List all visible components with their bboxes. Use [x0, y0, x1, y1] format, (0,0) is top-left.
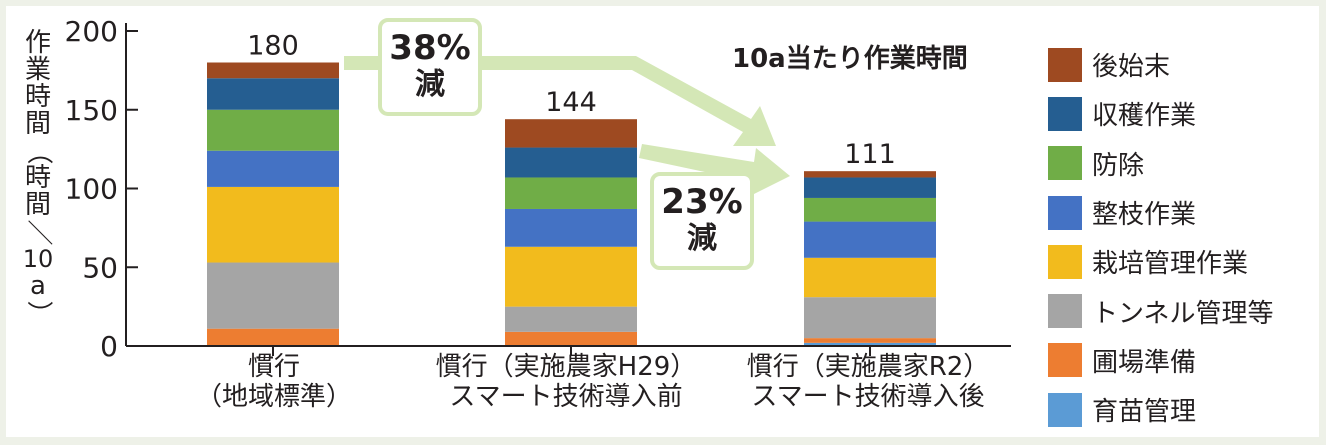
y-axis-label-char: 時 [24, 82, 51, 112]
bar-total-2: 144 [545, 87, 597, 118]
reduction-word-23: 減 [687, 221, 717, 256]
y-tick-label-200: 200 [65, 15, 118, 48]
legend-label: 収穫作業 [1092, 101, 1197, 132]
x-label-1-line1: 慣行 [247, 352, 300, 382]
bar-segment-1-3 [207, 262, 339, 329]
legend-swatch [1048, 96, 1082, 131]
legend-swatch [1048, 195, 1082, 230]
y-axis-label-char: 間 [24, 109, 51, 139]
legend-label: 後始末 [1092, 52, 1171, 83]
chart-title: 10a当たり作業時間 [732, 44, 968, 74]
legend-swatch [1048, 244, 1082, 279]
y-axis-label-char: ／ [23, 219, 54, 246]
legend-item: 整枝作業 [1048, 188, 1273, 237]
reduction-pct-23: 23% [661, 182, 743, 222]
y-tick-label-0: 0 [100, 330, 118, 363]
x-label-2-line2: スマート技術導入前 [449, 382, 683, 412]
legend-label: トンネル管理等 [1092, 298, 1274, 329]
y-axis-label-char: 時 [24, 163, 51, 193]
legend-item: 育苗管理 [1048, 385, 1273, 434]
bar-total-3: 111 [844, 139, 896, 170]
legend-swatch [1048, 343, 1082, 378]
y-axis-label-char: （ [23, 138, 54, 165]
bar-segment-3-6 [804, 197, 936, 222]
bar-segment-1-7 [207, 78, 339, 110]
bar-segment-2-5 [505, 208, 637, 247]
y-axis-label-char: 10 [22, 245, 54, 273]
reduction-pct-38: 38% [389, 28, 471, 68]
legend-item: トンネル管理等 [1048, 286, 1273, 335]
y-axis-label-char: 業 [24, 55, 51, 85]
x-label-2: 慣行（実施農家H29） スマート技術導入前 [406, 352, 726, 412]
x-label-3: 慣行（実施農家R2） スマート技術導入後 [718, 352, 1018, 412]
x-label-3-line1: 慣行（実施農家R2） [746, 352, 990, 382]
legend-label: 圃場準備 [1092, 347, 1197, 378]
chart-plot: 180 144 111 0 50 100 150 200 [65, 15, 1011, 363]
bar-segment-2-2 [505, 331, 637, 346]
y-axis-label-char: 間 [24, 190, 51, 220]
reduction-callout-38: 38% 減 [378, 18, 482, 116]
bar-segment-2-4 [505, 246, 637, 307]
legend-swatch [1048, 146, 1082, 181]
legend-label: 防除 [1092, 150, 1145, 181]
bar-segment-1-4 [207, 186, 339, 263]
legend-item: 圃場準備 [1048, 336, 1273, 385]
bar-segment-1-6 [207, 109, 339, 151]
bar-segment-1-8 [207, 62, 339, 79]
bar-segment-3-7 [804, 177, 936, 198]
bar-segment-3-2 [804, 338, 936, 343]
x-label-1: 慣行 （地域標準） [184, 352, 364, 412]
y-axis-label-char: ） [23, 300, 54, 327]
bar-segment-1-5 [207, 150, 339, 187]
y-tick-label-100: 100 [65, 173, 118, 206]
y-axis-label-char: a [30, 271, 46, 301]
bar-segment-3-4 [804, 257, 936, 298]
bar-segment-2-8 [505, 119, 637, 148]
bar-segment-2-6 [505, 177, 637, 209]
reduction-callout-23: 23% 減 [650, 172, 754, 270]
bar-total-1: 180 [247, 31, 299, 62]
bar-segment-3-3 [804, 297, 936, 339]
x-label-1-line2: （地域標準） [195, 382, 352, 412]
legend-item: 後始末 [1048, 40, 1273, 89]
reduction-arrow-38 [344, 56, 776, 146]
reduction-word-38: 減 [415, 67, 445, 102]
bar-segment-1-2 [207, 328, 339, 346]
legend-item: 防除 [1048, 139, 1273, 188]
legend-swatch [1048, 392, 1082, 427]
y-tick-label-50: 50 [82, 251, 118, 284]
bar-segment-3-8 [804, 171, 936, 178]
chart-frame: 180 144 111 0 50 100 150 200 作業時間（時間／ 10 a） 10a当た… [6, 6, 1319, 437]
legend-swatch [1048, 294, 1082, 329]
legend-swatch [1048, 47, 1082, 82]
x-label-2-line1: 慣行（実施農家H29） [435, 352, 697, 382]
legend-label: 整枝作業 [1092, 200, 1197, 231]
y-axis-label-char: 作 [24, 28, 51, 58]
bar-segment-3-1 [804, 342, 936, 346]
legend-label: 栽培管理作業 [1092, 249, 1249, 280]
y-tick-label-150: 150 [65, 94, 118, 127]
chart-legend: 後始末収穫作業防除整枝作業栽培管理作業 トンネル管理等 圃場準備育苗管理 [1048, 40, 1273, 434]
bar-segment-2-3 [505, 306, 637, 332]
bar-segment-3-5 [804, 221, 936, 258]
legend-item: 収穫作業 [1048, 89, 1273, 138]
legend-label: 育苗管理 [1092, 397, 1197, 428]
x-label-3-line2: スマート技術導入後 [751, 382, 985, 412]
bar-segment-2-7 [505, 147, 637, 178]
y-axis-label: 作業時間（時間／ 10 a） [20, 30, 56, 350]
legend-item: 栽培管理作業 [1048, 237, 1273, 286]
